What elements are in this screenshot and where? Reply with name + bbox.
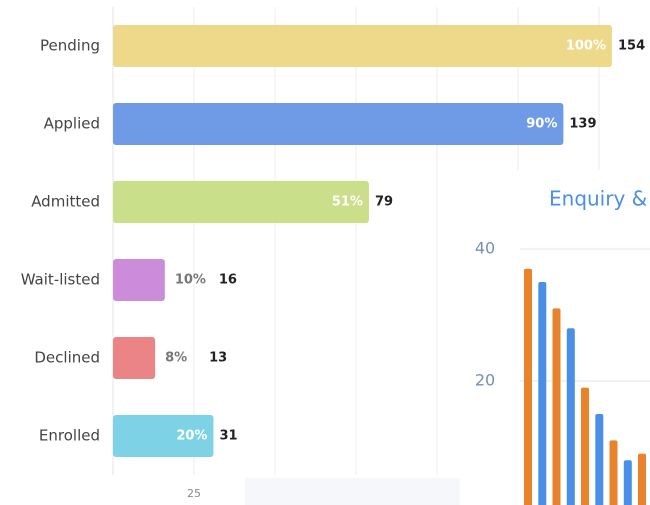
bar (581, 387, 589, 505)
y-tick-label: 40 (475, 239, 495, 258)
y-tick-label: 20 (475, 371, 495, 390)
panel-strip (245, 478, 460, 505)
percent-label: 20% (176, 429, 207, 444)
bar (609, 440, 618, 505)
percent-label: 8% (165, 351, 187, 366)
bar (113, 259, 165, 301)
percent-label: 90% (526, 117, 557, 132)
percent-label: 100% (566, 39, 606, 54)
percent-label: 10% (175, 273, 206, 288)
value-label: 16 (219, 273, 237, 288)
chart-title: Enquiry & (549, 187, 647, 211)
bar (638, 453, 646, 505)
category-label: Applied (44, 115, 100, 133)
value-label: 139 (569, 117, 596, 132)
category-label: Wait-listed (21, 271, 100, 289)
bar (113, 415, 214, 457)
category-label: Enrolled (39, 427, 100, 445)
category-label: Declined (34, 349, 100, 367)
category-label: Admitted (31, 193, 100, 211)
bar (538, 282, 547, 505)
status-chart: 25 Pending 100% 154 Applied 90% 139 Admitted 51%… (21, 7, 645, 500)
bar (113, 181, 369, 223)
percent-label: 51% (332, 195, 363, 210)
value-label: 79 (375, 195, 393, 210)
category-label: Pending (40, 37, 100, 55)
bar (552, 308, 561, 505)
bar (623, 460, 632, 505)
bar (524, 268, 532, 505)
bar (113, 337, 156, 379)
value-label: 31 (219, 429, 237, 444)
bar (113, 103, 564, 145)
value-label: 13 (209, 351, 227, 366)
bar (595, 414, 604, 505)
enquiry-chart: Enquiry & 20 40 (475, 187, 650, 505)
bar (113, 25, 612, 67)
bar (566, 328, 575, 505)
value-label: 154 (618, 39, 645, 54)
x-tick-label: 25 (187, 487, 201, 500)
